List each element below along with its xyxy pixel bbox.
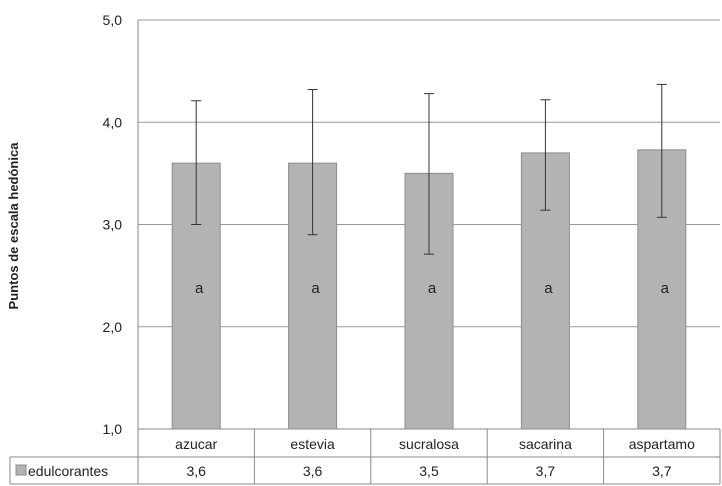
group-letter: a <box>544 280 553 297</box>
data-label: 3,7 <box>536 463 556 479</box>
x-tick-label: sucralosa <box>399 436 459 452</box>
y-tick-label: 2,0 <box>103 319 123 335</box>
legend-label: edulcorantes <box>28 463 108 479</box>
group-letter: a <box>661 280 670 297</box>
x-tick-label: azucar <box>175 436 217 452</box>
y-tick-label: 1,0 <box>103 421 123 437</box>
y-axis: 1,0 2,0 3,0 4,0 5,0 <box>103 12 123 437</box>
x-tick-label: sacarina <box>519 436 572 452</box>
data-label: 3,6 <box>303 463 323 479</box>
error-bars <box>191 83 667 255</box>
y-tick-label: 5,0 <box>103 12 123 28</box>
data-label: 3,6 <box>186 463 206 479</box>
y-axis-label: Puntos de escala hedónica <box>6 142 21 310</box>
group-letter: a <box>428 280 437 297</box>
y-tick-label: 4,0 <box>103 114 123 130</box>
y-tick-label: 3,0 <box>103 217 123 233</box>
data-table: azucar 3,6 estevia 3,6 sucralosa 3,5 sacarina 3… <box>9 429 721 485</box>
data-label: 3,7 <box>652 463 672 479</box>
group-letter: a <box>195 280 204 297</box>
group-letter: a <box>311 280 320 297</box>
x-tick-label: aspartamo <box>629 436 695 452</box>
data-label: 3,5 <box>419 463 439 479</box>
legend-swatch <box>15 464 27 476</box>
x-tick-label: estevia <box>290 436 335 452</box>
